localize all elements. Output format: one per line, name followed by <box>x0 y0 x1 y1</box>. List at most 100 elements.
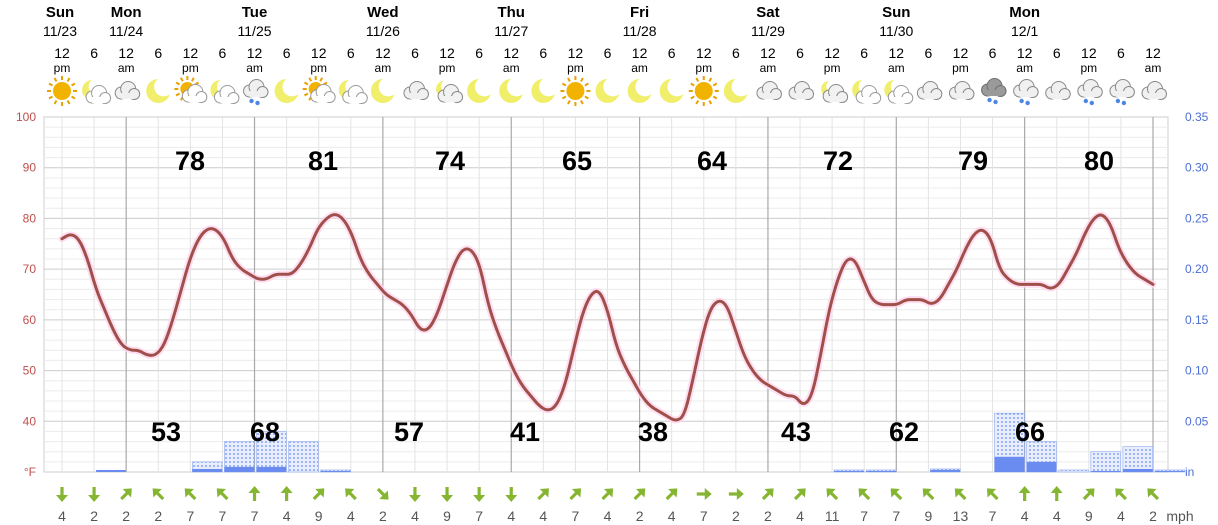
extreme-labels: 78 81 74 65 64 72 79 80 53 68 57 41 38 43 62 66 <box>151 146 1114 447</box>
day-date: 11/27 <box>494 23 528 39</box>
wind-speed: 4 <box>1053 508 1061 524</box>
hour-label: 6 <box>411 45 419 61</box>
cloud-base <box>92 97 106 103</box>
wind-speed: 7 <box>700 508 708 524</box>
precip-potential-bar <box>1090 451 1121 473</box>
wind-arrow-icon <box>728 488 744 500</box>
plot-area <box>43 116 1169 473</box>
partly-cloudy-night-icon <box>852 78 882 104</box>
ampm-label: am <box>118 61 135 75</box>
moon-icon <box>370 77 398 103</box>
cloud-base <box>444 96 458 102</box>
cloud-base <box>923 93 937 99</box>
wind-arrow-icon <box>858 488 871 501</box>
day-name: Mon <box>111 4 142 21</box>
precip-bar <box>1090 470 1121 472</box>
precip-bar <box>1026 461 1057 472</box>
light-rain-icon <box>1013 79 1039 106</box>
wind-arrow-icon <box>601 488 614 501</box>
wind-arrow-icon <box>248 486 261 501</box>
sun-ray <box>303 81 309 86</box>
day-name: Fri <box>630 4 649 21</box>
moon-icon <box>723 77 751 103</box>
day-name: Tue <box>242 4 268 21</box>
wind-speed: 2 <box>764 508 772 524</box>
wind-arrow-head <box>603 488 614 498</box>
wind-arrow-head <box>539 488 549 498</box>
cloud-base <box>987 90 1001 96</box>
sun-ray <box>308 77 313 82</box>
sun-ray <box>580 100 584 105</box>
sun-ray <box>303 92 309 97</box>
rain-drop <box>1025 100 1030 106</box>
wind-speed: 2 <box>154 508 162 524</box>
precip-bar <box>1122 468 1153 472</box>
sun-ray <box>561 82 567 87</box>
rain-cloud-icon <box>981 78 1007 105</box>
hour-label: 6 <box>219 45 227 61</box>
moon-icon <box>595 77 623 103</box>
y-tick-label-left: 100 <box>16 110 36 124</box>
cloud-base <box>316 96 330 102</box>
wind-row: 4 2 2 2 7 7 7 4 9 4 2 4 9 7 4 4 7 4 2 4 7 2 2 4 11 7 7 9 13 7 4 4 9 4 2 mph <box>56 486 1194 524</box>
wind-arrow-head <box>890 488 900 498</box>
partly-cloudy-night-icon <box>82 78 112 104</box>
wind-speed: 9 <box>315 508 323 524</box>
wind-speed: 4 <box>668 508 676 524</box>
sun-ray <box>48 95 53 100</box>
moon-shadow <box>635 77 655 97</box>
sun-ray <box>71 82 76 87</box>
ampm-label: am <box>631 61 648 75</box>
low-temp-label: 38 <box>638 417 668 447</box>
wind-arrow-icon <box>1082 488 1095 501</box>
wind-arrow-head <box>986 488 997 498</box>
wind-arrow-head <box>1085 488 1095 498</box>
high-temp-label: 72 <box>823 146 853 176</box>
wind-arrow-head <box>248 486 261 493</box>
hour-label: 12 <box>118 45 134 61</box>
sun-ray <box>567 77 571 82</box>
hour-label: 6 <box>668 45 676 61</box>
ampm-label: am <box>888 61 905 75</box>
sun-ray <box>567 100 571 105</box>
high-temp-label: 64 <box>697 146 727 176</box>
precip-bar <box>192 468 223 472</box>
right-axis: 0.35 0.30 0.25 0.20 0.15 0.10 0.05 in <box>1185 110 1209 479</box>
sun-ray <box>712 82 718 87</box>
rain-drop <box>1121 100 1127 106</box>
wind-speed: 2 <box>1149 508 1157 524</box>
wind-speed: 2 <box>636 508 644 524</box>
day-name: Sun <box>46 4 74 21</box>
moon-icon <box>467 77 495 103</box>
ampm-label: pm <box>54 61 71 75</box>
wind-arrow-head <box>473 495 486 502</box>
precip-potential-bar <box>1122 446 1153 473</box>
light-rain-icon <box>1077 79 1103 106</box>
rain-drop <box>993 99 998 105</box>
ampm-label: pm <box>824 61 841 75</box>
wind-arrow-head <box>764 488 774 498</box>
wind-arrow-head <box>280 486 293 493</box>
y-tick-label-right: 0.05 <box>1185 414 1209 428</box>
wind-arrow-head <box>184 488 194 498</box>
ampm-label: am <box>760 61 777 75</box>
wind-arrow-icon <box>922 488 935 501</box>
wind-arrow-icon <box>88 487 101 502</box>
moon-icon <box>274 77 302 103</box>
day-name: Sat <box>756 4 779 21</box>
day-date: 11/26 <box>366 23 400 39</box>
precip-bar <box>834 470 864 472</box>
moon-shadow <box>603 77 623 97</box>
hour-label: 12 <box>439 45 455 61</box>
cloud-base <box>348 97 362 103</box>
ampm-label: am <box>1145 61 1162 75</box>
wind-speed: 4 <box>283 508 291 524</box>
wind-arrow-head <box>1050 486 1063 493</box>
cloud-base <box>862 97 876 103</box>
sun-ray <box>690 82 695 87</box>
ampm-label: pm <box>952 61 969 75</box>
hour-label: 12 <box>311 45 327 61</box>
precip-bar <box>224 466 255 472</box>
ampm-label: pm <box>439 61 456 75</box>
